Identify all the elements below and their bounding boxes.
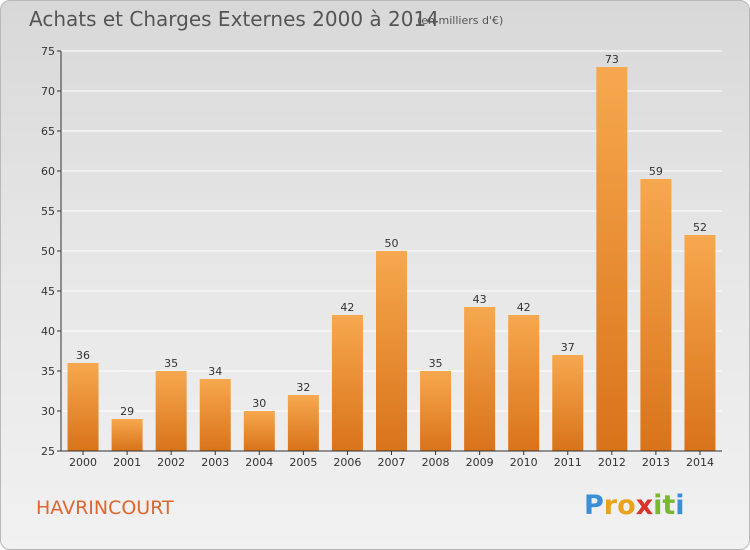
commune-name: HAVRINCOURT — [36, 497, 174, 519]
logo-letter: r — [603, 490, 618, 521]
x-tick-label: 2010 — [510, 456, 538, 469]
bar-2010 — [508, 315, 540, 451]
data-label: 52 — [693, 221, 707, 234]
y-tick-label: 45 — [41, 285, 55, 298]
x-tick-label: 2003 — [201, 456, 229, 469]
data-label: 37 — [561, 341, 575, 354]
bar-2007 — [376, 251, 407, 451]
y-tick-label: 60 — [41, 165, 55, 178]
logo-letter: x — [635, 490, 654, 521]
y-tick-label: 30 — [41, 405, 55, 418]
bar-2002 — [155, 371, 187, 451]
y-tick-label: 55 — [41, 205, 55, 218]
data-label: 50 — [385, 237, 399, 250]
y-tick-label: 75 — [41, 45, 55, 58]
data-label: 35 — [164, 357, 178, 370]
x-tick-label: 2011 — [554, 456, 582, 469]
bar-2008 — [420, 371, 452, 451]
bar-2012 — [596, 67, 628, 451]
data-label: 59 — [649, 165, 663, 178]
data-label: 42 — [340, 301, 354, 314]
x-tick-label: 2004 — [245, 456, 273, 469]
data-label: 29 — [120, 405, 134, 418]
data-label: 43 — [473, 293, 487, 306]
y-tick-label: 65 — [41, 125, 55, 138]
logo-letter: i — [653, 490, 663, 521]
bar-2013 — [640, 179, 672, 451]
data-label: 73 — [605, 53, 619, 66]
x-tick-label: 2009 — [466, 456, 494, 469]
y-tick-label: 35 — [41, 365, 55, 378]
x-tick-label: 2007 — [378, 456, 406, 469]
data-label: 42 — [517, 301, 531, 314]
data-label: 36 — [76, 349, 90, 362]
data-label: 34 — [208, 365, 222, 378]
data-label: 32 — [296, 381, 310, 394]
bars — [67, 67, 716, 451]
logo-letter: P — [584, 490, 604, 521]
data-label: 30 — [252, 397, 266, 410]
x-tick-label: 2014 — [686, 456, 714, 469]
x-tick-label: 2000 — [69, 456, 97, 469]
x-tick-label: 2012 — [598, 456, 626, 469]
logo-letter: o — [617, 490, 636, 521]
x-tick-label: 2001 — [113, 456, 141, 469]
axes: 25 30 35 40 45 50 55 60 65 70 75 2000 2001 2002 2003 20… — [41, 45, 722, 469]
logo-letter: t — [662, 490, 676, 521]
bar-2014 — [684, 235, 716, 451]
bar-2011 — [552, 355, 584, 451]
x-tick-label: 2006 — [333, 456, 361, 469]
bar-2003 — [199, 379, 231, 451]
bar-2006 — [331, 315, 363, 451]
bar-2001 — [111, 419, 143, 451]
bar-2004 — [243, 411, 275, 451]
bar-2000 — [67, 363, 99, 451]
proxiti-logo[interactable]: Proxiti — [584, 490, 685, 521]
x-tick-label: 2013 — [642, 456, 670, 469]
y-tick-label: 40 — [41, 325, 55, 338]
chart-title: Achats et Charges Externes 2000 à 2014 — [29, 7, 439, 31]
x-tick-label: 2002 — [157, 456, 185, 469]
y-tick-label: 25 — [41, 445, 55, 458]
y-tick-label: 70 — [41, 85, 55, 98]
bar-2009 — [464, 307, 496, 451]
chart-subtitle: (en milliers d'€) — [417, 14, 504, 27]
y-tick-label: 50 — [41, 245, 55, 258]
bar-2005 — [287, 395, 319, 451]
x-tick-label: 2005 — [289, 456, 317, 469]
data-label: 35 — [429, 357, 443, 370]
logo-letter: i — [675, 490, 685, 521]
data-labels: 36 29 35 34 30 32 42 50 35 43 42 37 73 59 52 — [76, 53, 707, 418]
x-tick-label: 2008 — [422, 456, 450, 469]
